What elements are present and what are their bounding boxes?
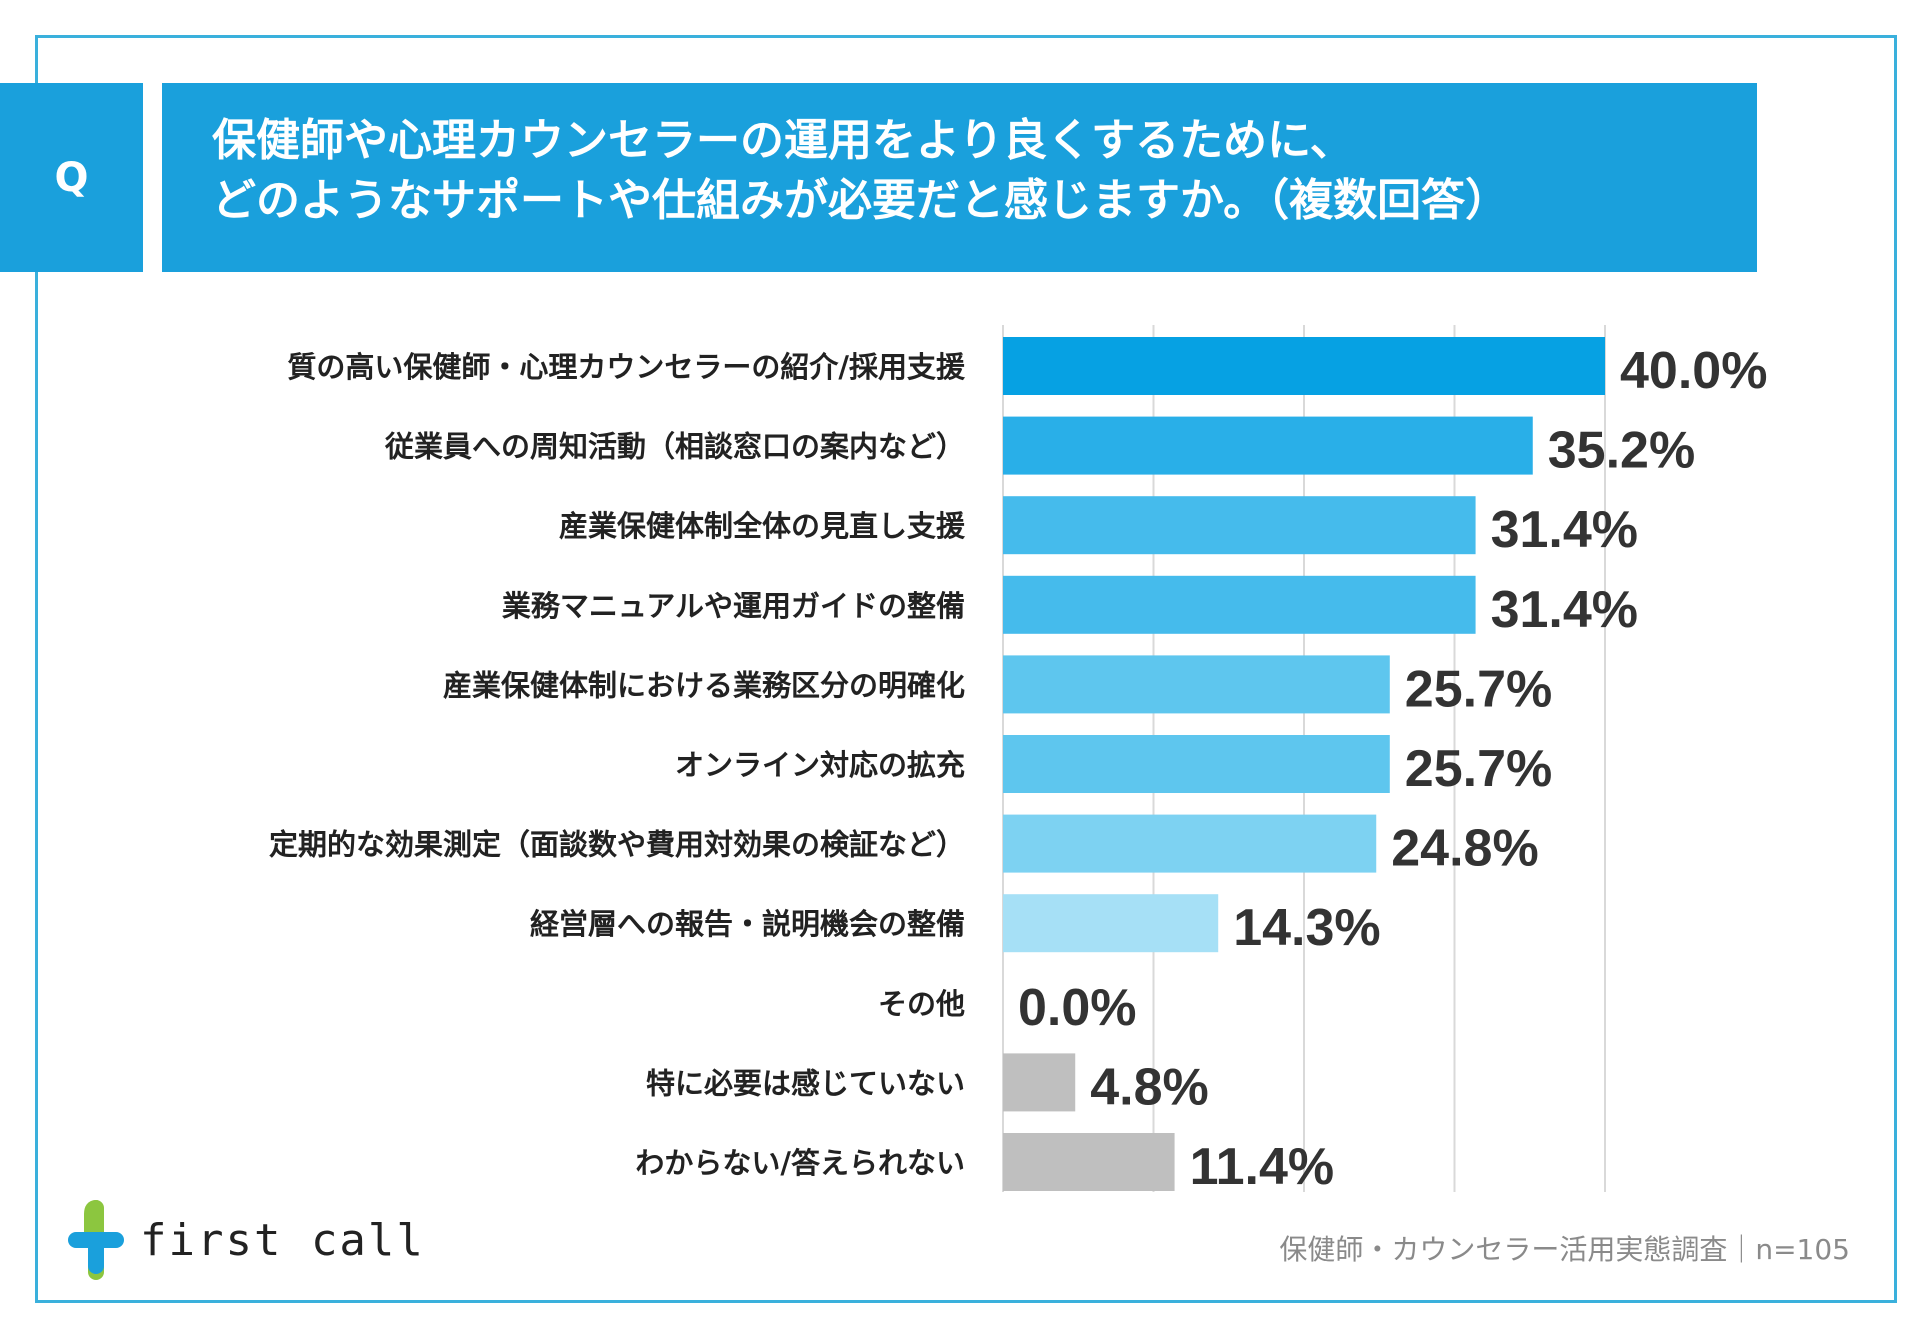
- bar: [1003, 416, 1533, 475]
- category-label: わからない/答えられない: [635, 1146, 965, 1180]
- question-badge: Q: [0, 83, 143, 272]
- bar: [1003, 735, 1390, 793]
- question-title: 保健師や心理カウンセラーの運用をより良くするために、 どのようなサポートや仕組み…: [162, 83, 1757, 272]
- question-line-2: どのようなサポートや仕組みが必要だと感じますか。（複数回答）: [212, 175, 1510, 226]
- data-label: 31.4%: [1491, 501, 1638, 559]
- bar: [1003, 575, 1476, 634]
- category-label: 特に必要は感じていない: [646, 1066, 965, 1100]
- bar: [1003, 814, 1377, 873]
- category-label: 質の高い保健師・心理カウンセラーの紹介/採用支援: [287, 350, 966, 384]
- bar: [1003, 894, 1219, 953]
- category-label: 業務マニュアルや運用ガイドの整備: [502, 589, 965, 623]
- question-badge-label: Q: [54, 154, 89, 201]
- bar: [1003, 655, 1390, 714]
- data-label: 35.2%: [1548, 422, 1695, 480]
- category-label: 経営層への報告・説明機会の整備: [530, 907, 965, 941]
- first-call-cross-icon: [68, 1200, 124, 1280]
- question-line-1: 保健師や心理カウンセラーの運用をより良くするために、: [212, 115, 1354, 166]
- data-label: 14.3%: [1233, 899, 1380, 957]
- category-label: 定期的な効果測定（面談数や費用対効果の検証など）: [269, 828, 965, 862]
- bar: [1003, 1133, 1175, 1191]
- bar: [1003, 496, 1476, 555]
- data-label: 25.7%: [1405, 740, 1552, 798]
- data-label: 25.7%: [1405, 660, 1552, 718]
- data-label: 11.4%: [1190, 1138, 1335, 1196]
- data-label: 40.0%: [1620, 342, 1767, 400]
- data-label: 31.4%: [1491, 581, 1638, 639]
- category-label: 産業保健体制全体の見直し支援: [559, 509, 966, 543]
- category-label: 産業保健体制における業務区分の明確化: [443, 668, 965, 702]
- chart-frame: [35, 35, 1897, 1303]
- category-label: オンライン対応の拡充: [675, 748, 965, 782]
- logo: first call: [68, 1200, 425, 1280]
- data-label: 0.0%: [1018, 979, 1137, 1037]
- logo-text: first call: [140, 1214, 425, 1266]
- data-label: 24.8%: [1391, 820, 1538, 878]
- bar: [1003, 1053, 1076, 1112]
- category-label: その他: [878, 987, 965, 1021]
- category-label: 従業員への周知活動（相談窓口の案内など）: [384, 430, 965, 464]
- data-label: 4.8%: [1090, 1058, 1209, 1116]
- bar: [1003, 337, 1605, 395]
- survey-note: 保健師・カウンセラー活用実態調査｜n=105: [1279, 1233, 1850, 1266]
